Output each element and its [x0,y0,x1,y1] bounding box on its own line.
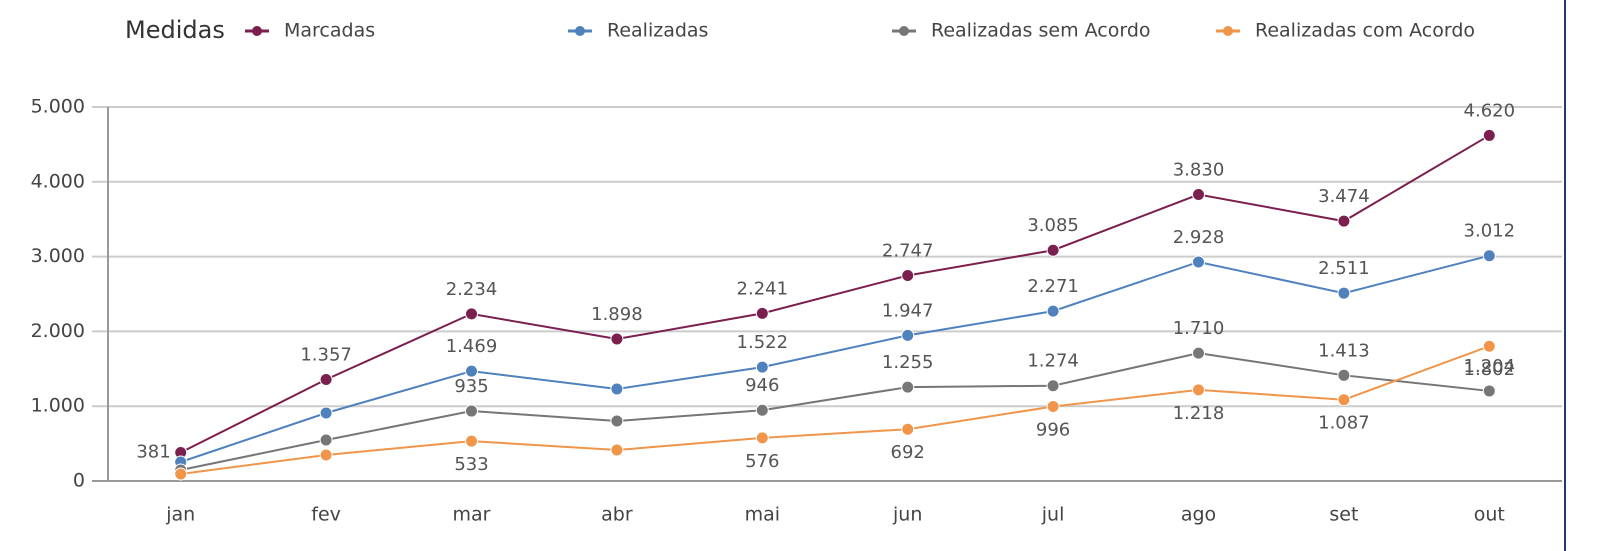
data-label: 1.218 [1173,403,1225,424]
data-point [1046,379,1060,393]
x-tick-label: jul [1041,504,1065,526]
data-point [465,404,478,418]
data-point [1337,214,1351,228]
data-label: 576 [745,451,779,472]
data-point [1192,255,1205,269]
data-label: 3.085 [1027,215,1079,236]
x-tick-label: set [1329,504,1358,526]
y-tick-label: 3.000 [31,245,85,267]
data-label: 1.522 [737,332,789,353]
data-point [1046,243,1060,257]
data-point [319,448,333,462]
x-tick-label: mar [453,504,491,526]
data-point [1046,399,1060,413]
data-label: 3.474 [1318,186,1370,207]
legend-label: Realizadas [607,20,708,42]
data-label: 3.830 [1173,160,1225,181]
data-point [1482,128,1496,142]
data-label: 692 [891,442,925,463]
data-point [901,269,915,283]
data-label: 1.255 [882,352,934,373]
series-line [180,134,1490,454]
x-tick-label: abr [601,504,633,526]
x-tick-label: fev [311,504,341,526]
data-point [901,380,915,394]
data-label: 1.710 [1173,318,1225,339]
data-label: 1.898 [591,304,643,325]
data-point [1482,384,1496,398]
x-tick-label: mai [745,504,780,526]
data-label: 1.204 [1464,356,1516,377]
data-label: 1.087 [1318,413,1370,434]
legend-dot [575,26,585,36]
data-point [901,328,915,342]
x-tick-label: ago [1181,504,1216,526]
data-point [755,360,769,374]
legend-dot [1223,26,1233,36]
data-label: 1.357 [300,344,352,365]
data-label: 996 [1036,419,1070,440]
data-point [465,434,478,448]
legend-label: Realizadas com Acordo [1255,20,1475,42]
y-tick-label: 4.000 [31,170,85,192]
data-point [1337,368,1351,382]
data-point [901,422,915,436]
y-tick-label: 2.000 [31,320,85,342]
data-label: 381 [136,442,170,463]
data-point [174,467,188,481]
data-point [1337,393,1351,407]
y-tick-label: 1.000 [31,395,85,417]
y-tick-label: 5.000 [31,96,85,118]
y-tick-label: 0 [73,470,85,492]
data-label: 2.747 [882,241,934,262]
data-label: 2.234 [446,279,498,300]
data-point [465,307,478,321]
data-label: 1.947 [882,300,934,321]
x-tick-label: jan [165,504,195,526]
data-label: 2.511 [1318,258,1370,279]
legend-label: Realizadas sem Acordo [931,20,1151,42]
data-point [1482,339,1496,353]
x-tick-label: jun [892,504,922,526]
data-point [319,433,333,447]
data-point [610,332,624,346]
data-point [319,372,333,386]
data-label: 1.469 [446,336,498,357]
data-label: 2.928 [1173,227,1225,248]
data-point [1337,286,1351,300]
data-label: 946 [745,375,779,396]
data-label: 2.271 [1027,276,1079,297]
legend-dot [899,26,909,36]
legend-title: Medidas [125,16,225,44]
data-label: 3.012 [1464,221,1516,242]
data-point [755,403,769,417]
data-point [755,431,769,445]
data-point [610,443,624,457]
series-line [180,345,1490,475]
legend-label: Marcadas [284,20,375,42]
data-label: 533 [454,454,488,475]
data-label: 1.413 [1318,340,1370,361]
x-tick-label: out [1474,504,1505,526]
data-label: 2.241 [737,278,789,299]
data-point [1046,304,1060,318]
data-point [610,382,624,396]
data-point [465,364,478,378]
series-line [180,254,1490,463]
series-line [180,352,1490,471]
data-label: 4.620 [1464,100,1516,121]
data-label: 935 [454,376,488,397]
data-label: 1.802 [1464,359,1516,380]
data-point [1192,383,1205,397]
data-point [610,414,624,428]
data-point [1192,346,1205,360]
legend-dot [252,26,262,36]
data-point [1482,249,1496,263]
data-point [1192,188,1205,202]
data-point [319,406,333,420]
data-point [755,306,769,320]
data-label: 1.274 [1027,351,1079,372]
